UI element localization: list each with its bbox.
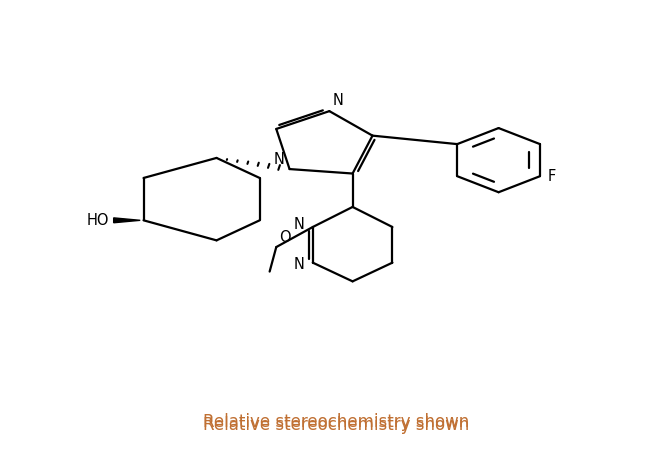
Text: F: F — [548, 169, 556, 184]
Text: N: N — [294, 217, 305, 232]
Text: Relative stereochemistry shown: Relative stereochemistry shown — [203, 416, 469, 434]
Text: HO: HO — [87, 213, 109, 228]
Text: N: N — [274, 152, 284, 167]
Text: O: O — [279, 230, 290, 245]
Text: N: N — [333, 93, 343, 108]
Text: Relative stereochemistry shown: Relative stereochemistry shown — [203, 413, 469, 431]
Text: N: N — [294, 257, 305, 272]
Polygon shape — [114, 218, 140, 223]
